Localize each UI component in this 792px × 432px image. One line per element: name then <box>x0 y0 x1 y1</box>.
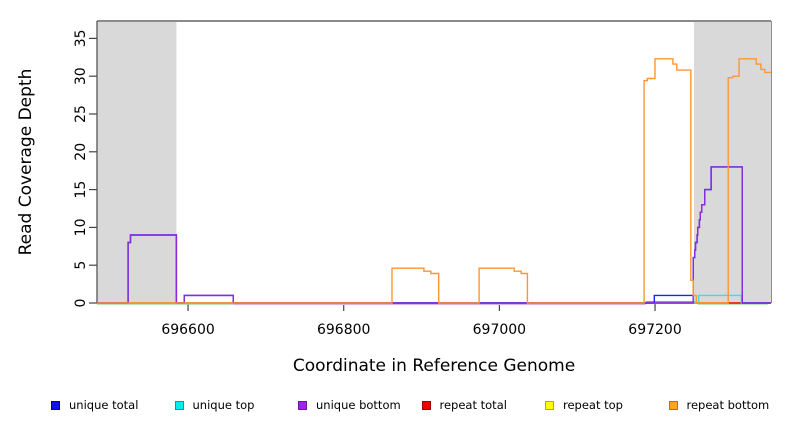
legend-swatch-unique-top <box>174 400 184 410</box>
legend-item-unique-bottom: unique bottom <box>298 398 422 412</box>
legend-item-repeat-top: repeat top <box>545 398 669 412</box>
legend-swatch-unique-total <box>51 400 60 410</box>
legend-item-unique-top: unique top <box>174 398 299 412</box>
y-tick-label: 15 <box>73 181 89 199</box>
x-tick-label: 697000 <box>473 322 526 338</box>
legend: unique total unique top unique bottom repea… <box>51 398 788 412</box>
y-tick-label: 30 <box>73 67 89 85</box>
legend-item-unique-total: unique total <box>51 398 175 412</box>
y-tick-label: 0 <box>73 299 89 308</box>
legend-swatch-repeat-top <box>545 400 554 410</box>
legend-swatch-repeat-total <box>421 400 431 410</box>
legend-label-repeat-total: repeat total <box>439 398 507 412</box>
legend-swatch-unique-bottom <box>298 400 307 410</box>
y-tick-label: 10 <box>73 218 89 236</box>
masked-region-right <box>693 21 771 303</box>
x-tick-label: 697200 <box>628 322 681 338</box>
legend-label-repeat-bottom: repeat bottom <box>686 398 770 412</box>
x-tick-label: 696600 <box>161 322 214 338</box>
legend-label-unique-total: unique total <box>69 398 139 412</box>
y-tick-label: 35 <box>73 29 89 47</box>
legend-label-unique-bottom: unique bottom <box>316 398 401 412</box>
x-tick-label: 696800 <box>317 322 370 338</box>
y-tick-label: 20 <box>73 143 89 161</box>
legend-swatch-repeat-bottom <box>668 400 678 410</box>
series-repeat-bottom <box>97 58 771 304</box>
y-tick-label: 5 <box>73 261 89 270</box>
x-axis-title: Coordinate in Reference Genome <box>292 356 576 376</box>
legend-item-repeat-bottom: repeat bottom <box>668 398 770 412</box>
legend-label-unique-top: unique top <box>192 398 255 412</box>
legend-item-repeat-total: repeat total <box>421 398 546 412</box>
legend-label-repeat-top: repeat top <box>563 398 623 412</box>
masked-region-left <box>97 21 177 303</box>
y-axis-title: Read Coverage Depth <box>16 68 36 256</box>
y-tick-label: 25 <box>73 105 89 123</box>
series-unique-bottom <box>97 166 771 304</box>
series-unique-total <box>97 166 771 304</box>
